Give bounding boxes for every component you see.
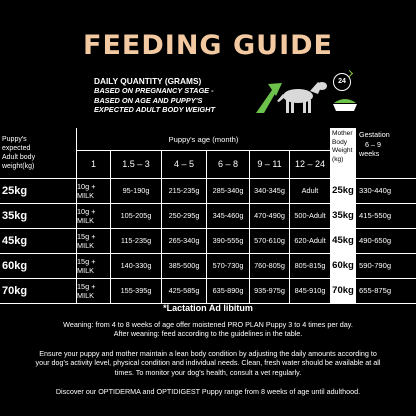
- mother-weight: 25kg: [330, 178, 356, 203]
- table-cell: 345-460g: [206, 203, 249, 228]
- dog-icon: [277, 82, 327, 113]
- row-weight: 60kg: [2, 259, 28, 272]
- daily-quantity-heading: DAILY QUANTITY (GRAMS): [94, 76, 202, 86]
- mother-weight: 70kg: [330, 278, 356, 303]
- table-cell: 760-805g: [249, 253, 289, 278]
- divider: [0, 203, 416, 204]
- green-arrow-icon: [256, 83, 282, 113]
- table-cell: Adult: [289, 178, 330, 203]
- table-cell: 10g + MILK: [76, 178, 110, 203]
- row-weight: 70kg: [2, 284, 28, 297]
- table-cell: 10g + MILK: [76, 203, 110, 228]
- age-col-3: 4 – 5: [161, 150, 206, 178]
- body-condition-paragraph: Ensure your puppy and mother maintain a …: [10, 349, 406, 377]
- table-cell: 95-190g: [110, 178, 161, 203]
- age-col-5: 9 – 11: [249, 150, 289, 178]
- daily-quantity-sub-3: EXPECTED ADULT BODY WEIGHT: [94, 105, 215, 115]
- age-header: Puppy's age (month): [76, 128, 330, 150]
- age-col-6: 12 – 24: [289, 150, 330, 178]
- divider: [0, 303, 416, 304]
- gestation-header-line: Gestation: [359, 130, 390, 139]
- gestation-header-line: weeks: [359, 149, 380, 158]
- table-cell: 285-340g: [206, 178, 249, 203]
- discover-paragraph: Discover our OPTIDERMA and OPTIDIGEST Pu…: [10, 387, 406, 396]
- age-col-2: 1.5 – 3: [110, 150, 161, 178]
- page-title: FEEDING GUIDE: [83, 30, 333, 61]
- table-cell: 15g + MILK: [76, 253, 110, 278]
- daily-quantity-block: DAILY QUANTITY (GRAMS) BASED ON PREGNANC…: [94, 76, 215, 115]
- daily-quantity-sub-2: BASED ON AGE AND PUPPY'S: [94, 95, 203, 105]
- table-cell: 570-610g: [249, 228, 289, 253]
- mother-weight: 60kg: [330, 253, 356, 278]
- paragraph-line: Ensure your puppy and mother maintain a …: [39, 349, 377, 358]
- lactation-note: *Lactation Ad libitum: [163, 303, 253, 313]
- row-weight: 25kg: [2, 184, 28, 197]
- paragraph-line: your dog's activity level, physical cond…: [35, 358, 381, 368]
- table-cell: 935-975g: [249, 278, 289, 303]
- table-cell: 845-910g: [289, 278, 330, 303]
- table-cell: 340-345g: [249, 178, 289, 203]
- table-cell: 105-205g: [110, 203, 161, 228]
- divider: [0, 178, 416, 179]
- mother-weight: 35kg: [330, 203, 356, 228]
- paragraph-line: Discover our OPTIDERMA and OPTIDIGEST Pu…: [55, 387, 361, 396]
- gestation-amount: 330-440g: [359, 186, 392, 195]
- table-cell: 155-395g: [110, 278, 161, 303]
- gestation-amount: 415-550g: [359, 211, 392, 220]
- table-cell: 390-555g: [206, 228, 249, 253]
- divider: [0, 278, 416, 279]
- divider: [0, 253, 416, 254]
- mother-weight-header: Mother Body Weight (kg): [330, 128, 356, 178]
- table-cell: 425-585g: [161, 278, 206, 303]
- mother-weight: 45kg: [330, 228, 356, 253]
- gestation-amount: 490-650g: [359, 236, 392, 245]
- row-weight: 45kg: [2, 234, 28, 247]
- table-cell: 215-235g: [161, 178, 206, 203]
- table-cell: 635-890g: [206, 278, 249, 303]
- gestation-amount: 655-875g: [359, 286, 392, 295]
- divider: [0, 228, 416, 229]
- paragraph-line: times. To monitor your dog's health, con…: [114, 367, 302, 377]
- row-weight: 35kg: [2, 209, 28, 222]
- mother-header-line: Body: [332, 138, 348, 146]
- gestation-header-line: 6 – 9: [365, 139, 381, 149]
- paragraph-line: Weaning: from 4 to 8 weeks of age offer …: [63, 320, 353, 329]
- table-cell: 15g + MILK: [76, 278, 110, 303]
- weight-header-line: expected: [2, 145, 31, 152]
- age-col-1: 1: [76, 150, 110, 178]
- table-cell: 570-730g: [206, 253, 249, 278]
- divider: [76, 150, 330, 151]
- daily-quantity-sub-1: BASED ON PREGNANCY STAGE -: [94, 86, 214, 96]
- weight-header-line: Adult body: [2, 154, 36, 161]
- table-cell: 140-330g: [110, 253, 161, 278]
- food-bowl-icon: [333, 99, 357, 111]
- mother-header-line: (kg): [332, 155, 344, 163]
- mother-header-line: Weight: [332, 147, 353, 154]
- weight-header-line: weight(kg): [2, 163, 35, 170]
- table-cell: 115-235g: [110, 228, 161, 253]
- clock-24-icon: 24: [333, 73, 351, 91]
- table-cell: 620-Adult: [289, 228, 330, 253]
- table-cell: 250-295g: [161, 203, 206, 228]
- age-col-4: 6 – 8: [206, 150, 249, 178]
- mother-header-line: Mother: [332, 130, 353, 137]
- table-cell: 470-490g: [249, 203, 289, 228]
- table-cell: 500-Adult: [289, 203, 330, 228]
- gestation-header: Gestation 6 – 9 weeks: [356, 128, 416, 178]
- weight-header: Puppy's expected Adult body weight(kg): [0, 128, 76, 178]
- table-cell: 265-340g: [161, 228, 206, 253]
- table-cell: 15g + MILK: [76, 228, 110, 253]
- table-cell: 385-500g: [161, 253, 206, 278]
- gestation-amount: 590-790g: [359, 261, 392, 270]
- table-cell: 805-815g: [289, 253, 330, 278]
- weaning-paragraph: Weaning: from 4 to 8 weeks of age offer …: [10, 320, 406, 339]
- paragraph-line: After weaning: feed according to the gui…: [113, 329, 303, 339]
- weight-header-line: Puppy's: [2, 136, 27, 143]
